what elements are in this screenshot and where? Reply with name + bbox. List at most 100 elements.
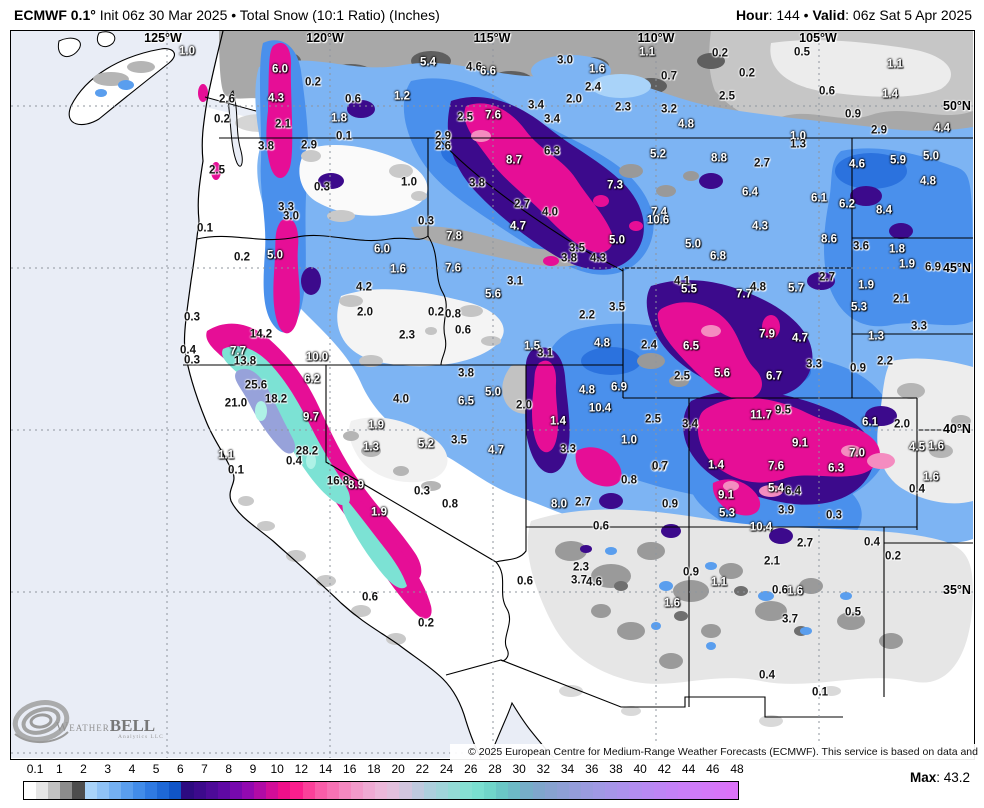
colorbar-cell bbox=[677, 782, 691, 799]
colorbar-cell bbox=[629, 782, 642, 799]
colorbar-tick-label: 38 bbox=[609, 762, 623, 776]
colorbar-tick-label: 6 bbox=[176, 762, 184, 776]
legend: 0.1 1 2 3 4 5 6 7 8 9 10 12 14 16 18 20 22 24 26 28 30 32 34 36… bbox=[0, 760, 984, 808]
colorbar-cell bbox=[205, 782, 218, 799]
colorbar-tick-label: 20 bbox=[391, 762, 405, 776]
copyright-text: © 2025 European Centre for Medium-Range … bbox=[450, 744, 980, 774]
max-label: Max bbox=[909, 770, 937, 785]
colorbar-cell bbox=[84, 782, 97, 799]
max-number: : 43.2 bbox=[936, 770, 970, 785]
state-borders bbox=[183, 137, 973, 718]
colorbar-cell bbox=[435, 782, 448, 799]
colorbar-tick-label: 40 bbox=[633, 762, 647, 776]
colorbar-cell bbox=[617, 782, 630, 799]
colorbar-cell bbox=[508, 782, 521, 799]
logo-sub: Analytics LLC bbox=[118, 734, 164, 740]
hour-label: Hour bbox=[735, 7, 769, 23]
colorbar-cell bbox=[181, 782, 194, 799]
hour-value: : 144 • bbox=[768, 7, 813, 23]
colorbar-tick-label: 28 bbox=[488, 762, 502, 776]
forecast-map bbox=[10, 30, 975, 760]
colorbar-tick-label: 22 bbox=[415, 762, 430, 776]
colorbar-tick-label: 26 bbox=[464, 762, 478, 776]
colorbar-cell bbox=[229, 782, 242, 799]
colorbar-tick-label: 44 bbox=[681, 762, 696, 776]
colorbar-cell bbox=[314, 782, 327, 799]
map-graphic bbox=[11, 31, 973, 758]
logo-swirl-icon bbox=[12, 700, 70, 743]
colorbar-cell bbox=[387, 782, 400, 799]
colorbar-cell bbox=[641, 782, 654, 799]
coastline bbox=[183, 31, 482, 758]
colorbar-tick-label: 9 bbox=[249, 762, 257, 776]
colorbar-cell bbox=[411, 782, 424, 799]
colorbar-cell bbox=[350, 782, 364, 799]
colorbar-cell bbox=[60, 782, 73, 799]
pacific-ocean bbox=[11, 31, 481, 758]
colorbar-tick-label: 30 bbox=[512, 762, 526, 776]
colorbar-cell bbox=[520, 782, 533, 799]
colorbar-cell bbox=[447, 782, 460, 799]
valid-label: Valid bbox=[812, 7, 846, 23]
colorbar-cell bbox=[363, 782, 376, 799]
color-scale-bar bbox=[23, 781, 739, 800]
colorbar-cell bbox=[120, 782, 133, 799]
colorbar-cell bbox=[338, 782, 351, 799]
colorbar-tick-label: 5 bbox=[152, 762, 160, 776]
colorbar-cell bbox=[496, 782, 509, 799]
colorbar-cell bbox=[326, 782, 339, 799]
colorbar-cell bbox=[472, 782, 485, 799]
colorbar-tick-label: 42 bbox=[657, 762, 672, 776]
title-right: Hour: 144 • Valid: 06z Sat 5 Apr 2025 bbox=[736, 7, 972, 23]
colorbar-cell bbox=[375, 782, 388, 799]
colorbar-cell bbox=[108, 782, 121, 799]
colorbar-cell bbox=[556, 782, 569, 799]
colorbar-tick-label: 18 bbox=[367, 762, 381, 776]
colorbar-cell bbox=[302, 782, 315, 799]
valid-value: : 06z Sat 5 Apr 2025 bbox=[845, 7, 972, 23]
weatherbell-logo: WeatherBELL Analytics LLC bbox=[12, 696, 262, 752]
colorbar-cell bbox=[290, 782, 303, 799]
colorbar-cell bbox=[169, 782, 182, 799]
header: ECMWF 0.1° Init 06z 30 Mar 2025 • Total … bbox=[0, 0, 984, 30]
title-left: ECMWF 0.1° Init 06z 30 Mar 2025 • Total … bbox=[14, 7, 440, 23]
colorbar-cell bbox=[423, 782, 436, 799]
logo-bell: BELL bbox=[109, 716, 156, 735]
colorbar-cell bbox=[459, 782, 473, 799]
colorbar-cell bbox=[254, 782, 267, 799]
logo-weather: Weather bbox=[56, 719, 110, 734]
colorbar-cell bbox=[217, 782, 230, 799]
colorbar-cell bbox=[132, 782, 146, 799]
colorbar-cell bbox=[399, 782, 412, 799]
colorbar-cell bbox=[544, 782, 557, 799]
colorbar-tick-label: 36 bbox=[585, 762, 599, 776]
colorbar-cell bbox=[266, 782, 279, 799]
colorbar-cell bbox=[96, 782, 109, 799]
colorbar-tick-label: 2 bbox=[80, 762, 87, 776]
colorbar-tick-label: 14 bbox=[318, 762, 333, 776]
colorbar-tick-label: 48 bbox=[730, 762, 744, 776]
colorbar-tick-label: 24 bbox=[439, 762, 454, 776]
colorbar-cell bbox=[702, 782, 715, 799]
colorbar-tick-label: 7 bbox=[201, 762, 208, 776]
colorbar-tick-label: 46 bbox=[706, 762, 720, 776]
colorbar-tick-label: 1 bbox=[55, 762, 63, 776]
colorbar-tick-label: 34 bbox=[560, 762, 575, 776]
colorbar-tick-label: 16 bbox=[343, 762, 357, 776]
colorbar-cell bbox=[157, 782, 170, 799]
colorbar-cell bbox=[690, 782, 703, 799]
colorbar-cell bbox=[24, 782, 37, 799]
colorbar-cell bbox=[593, 782, 606, 799]
colorbar-cell bbox=[241, 782, 255, 799]
colorbar-cell bbox=[581, 782, 594, 799]
max-value: Max: 43.2 bbox=[910, 770, 970, 785]
colorbar-tick-label: 10 bbox=[270, 762, 284, 776]
colorbar-cell bbox=[48, 782, 61, 799]
colorbar-tick-label: 32 bbox=[536, 762, 551, 776]
logo-text: WeatherBELL Analytics LLC bbox=[56, 716, 164, 740]
colorbar-cell bbox=[145, 782, 158, 799]
model-name: ECMWF 0.1° bbox=[14, 7, 96, 23]
colorbar-cell bbox=[665, 782, 678, 799]
colorbar-cell bbox=[714, 782, 727, 799]
